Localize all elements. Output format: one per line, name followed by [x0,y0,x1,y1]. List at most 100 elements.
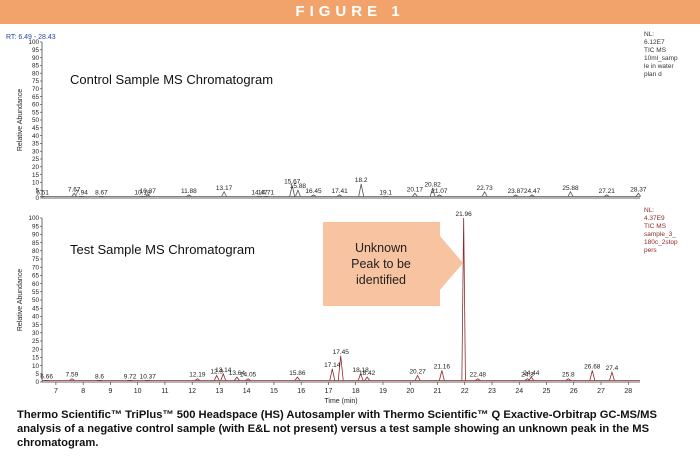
peak-label: 20.82 [424,182,441,189]
peak-label: 10.37 [140,373,157,380]
y-tick-label: 95 [32,223,40,230]
peak [461,217,466,381]
x-tick-label: 8 [81,388,85,395]
y-tick-label: 0 [35,195,39,202]
nl-info: le in water [644,63,674,70]
peak-label: 27.21 [599,188,616,195]
peak-label: 14.71 [258,189,275,196]
peak [589,370,596,381]
y-tick-label: 65 [32,273,40,280]
y-tick-label: 20 [32,346,40,353]
peak-label: 19.1 [379,189,392,196]
peak-label: 7.67 [68,186,81,193]
y-tick-label: 5 [35,371,39,378]
nl-info: NL: [644,31,654,38]
y-tick-label: 20 [32,164,40,171]
peak [412,192,418,197]
peak [295,189,301,197]
callout-text: identified [356,273,406,287]
peak-label: 8.6 [95,373,104,380]
y-tick-label: 75 [32,78,40,85]
y-axis-label: Relative Abundance [17,269,24,331]
y-tick-label: 10 [32,180,40,187]
peak-label: 14.47 [251,189,268,196]
y-tick-label: 80 [32,248,40,255]
x-tick-label: 10 [134,388,142,395]
peak [186,194,192,197]
nl-info: TIC MS [644,47,667,54]
peak [565,378,572,381]
peak [529,194,535,197]
nl-info: TIC MS [644,223,667,230]
callout-text: Peak to be [351,257,411,271]
y-tick-label: 15 [32,355,40,362]
peak [245,378,251,381]
peak-label: 17.14 [324,362,341,369]
peak-label: 16.45 [305,188,322,195]
x-tick-label: 12 [188,388,196,395]
peak-label: 7.59 [66,372,79,379]
peak-label: 6.66 [40,373,53,380]
peak [336,194,343,197]
peak-label: 8.67 [95,189,108,196]
peak [310,194,317,197]
peak-label: 21.16 [434,364,451,371]
y-tick-label: 100 [28,39,39,46]
y-tick-label: 35 [32,141,40,148]
x-tick-label: 23 [488,388,496,395]
y-tick-label: 90 [32,55,40,62]
peak [512,194,519,197]
peak [429,187,436,197]
y-tick-label: 30 [32,330,40,337]
peak [609,370,615,381]
y-tick-label: 85 [32,63,40,70]
y-tick-label: 30 [32,148,40,155]
peak [635,192,642,197]
y-tick-label: 15 [32,172,40,179]
peak [604,194,610,197]
peak-label: 10.18 [134,189,151,196]
peak [145,194,151,197]
callout-arrow [323,222,463,306]
chromatograms: RT: 6.49 - 28.43051015202530354045505560… [6,31,678,405]
x-tick-label: 27 [597,388,605,395]
peak-label: 6.51 [36,189,49,196]
caption: Thermo Scientific™ TriPlus™ 500 Headspac… [17,409,657,449]
y-tick-label: 65 [32,94,40,101]
y-tick-label: 0 [35,379,39,386]
y-tick-label: 85 [32,240,40,247]
peak [438,370,445,381]
y-tick-label: 95 [32,47,40,54]
peak-label: 20.27 [409,368,426,375]
peak-label: 27.4 [606,365,619,372]
peak [329,368,336,381]
peak [69,378,75,381]
peak [364,376,370,381]
y-tick-label: 80 [32,70,40,77]
x-tick-label: 11 [161,388,168,395]
chart-title: Test Sample MS Chromatogram [70,242,255,257]
peak [294,376,301,381]
nl-info: 10ml_samp [644,55,678,62]
peak-label: 15.88 [290,183,307,190]
peak-label: 28.37 [630,186,647,193]
nl-info: sample_3_ [644,231,676,238]
peak [481,190,488,197]
nl-info: 6.12E7 [644,39,665,46]
y-tick-label: 100 [28,215,39,222]
peak-label: 14.05 [240,372,257,379]
peak-label: 20.17 [407,186,424,193]
y-tick-label: 25 [32,156,40,163]
nl-info: 4.37E9 [644,215,665,222]
peak [358,183,365,197]
peak-label: 26.68 [584,364,601,371]
y-tick-label: 60 [32,102,40,109]
y-tick-label: 40 [32,133,40,140]
peak-label: 18.18 [352,367,369,374]
peak [71,192,77,197]
nl-info: pers [644,247,657,254]
nl-info: NL: [644,207,654,214]
x-tick-label: 22 [461,388,469,395]
y-axis-label: Relative Abundance [17,89,24,151]
y-tick-label: 45 [32,305,40,312]
